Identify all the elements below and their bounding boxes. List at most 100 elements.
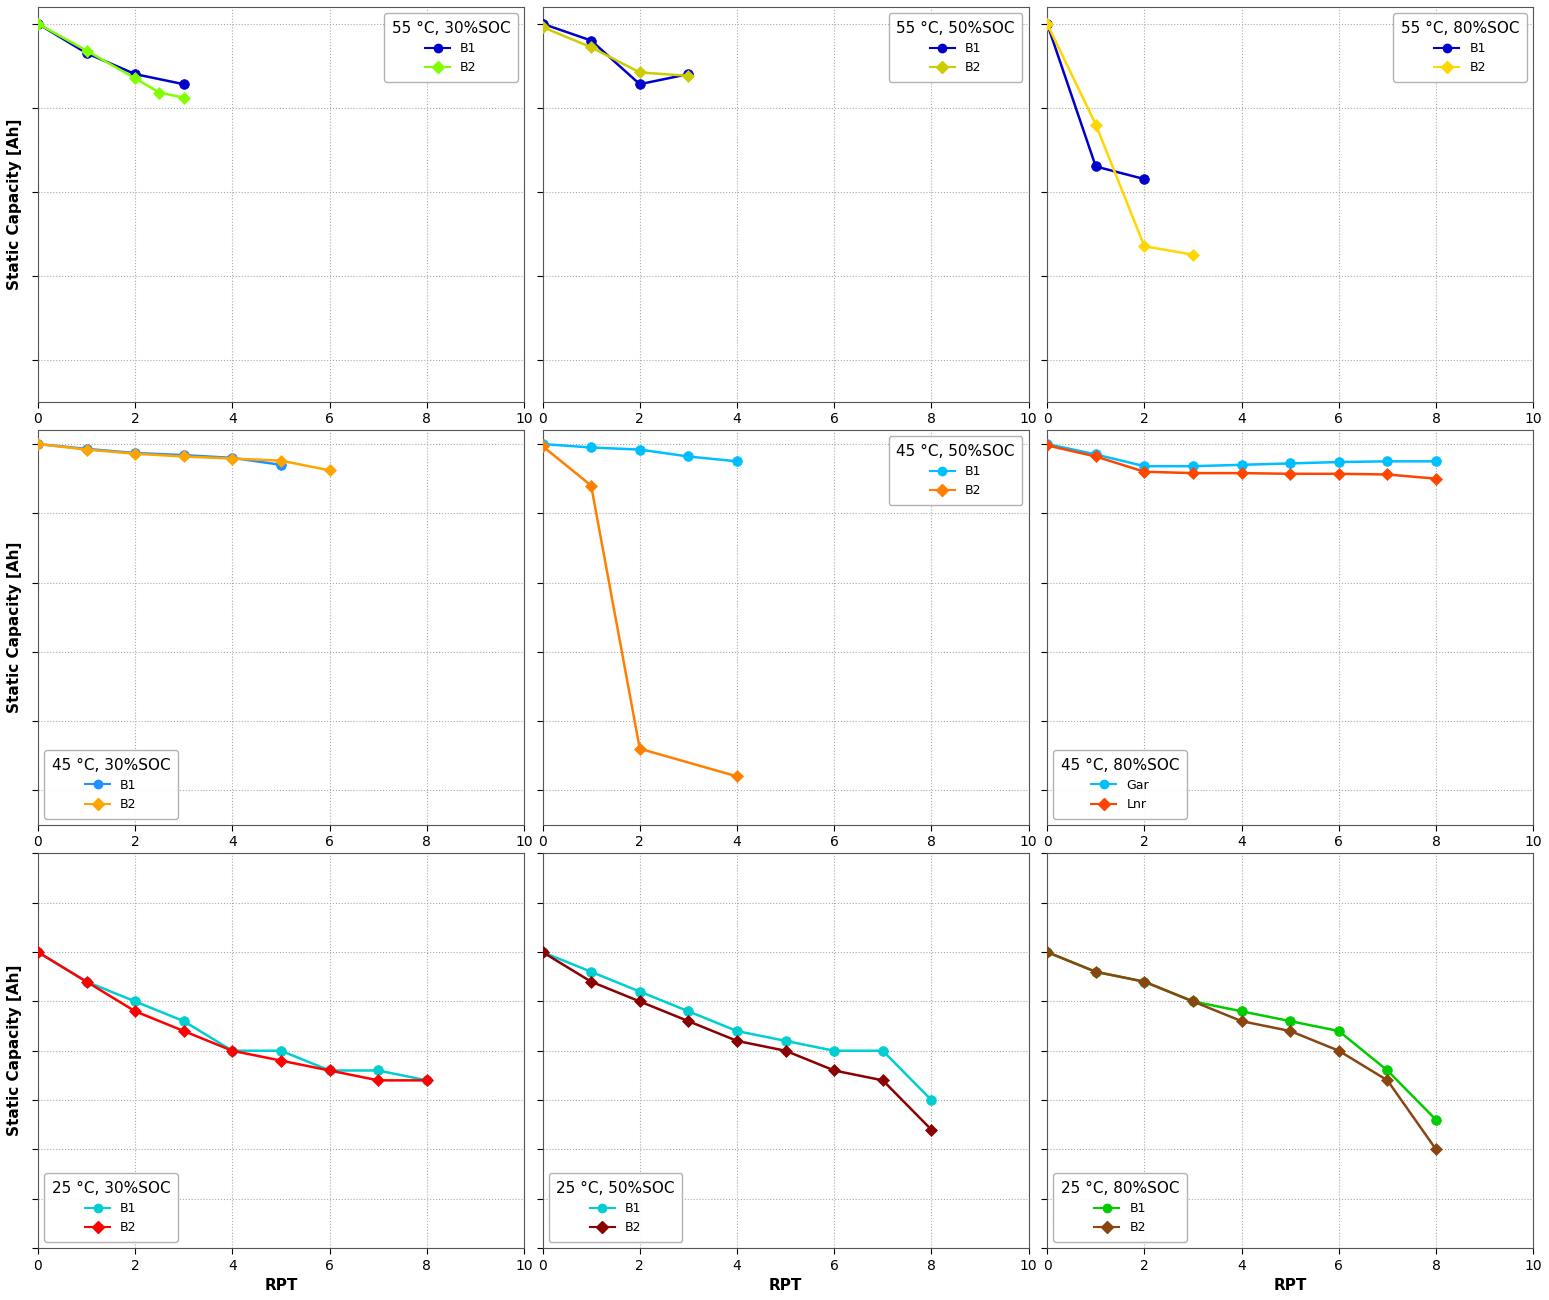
Lnr (1038, 438, 1056, 454)
B2 (826, 1062, 844, 1078)
Line: B2: B2 (34, 948, 431, 1084)
B2 (1427, 1141, 1445, 1157)
Line: B1: B1 (33, 948, 432, 1086)
B1 (678, 1004, 697, 1019)
B1 (418, 1072, 437, 1088)
B1 (533, 944, 551, 959)
B2 (678, 1014, 697, 1030)
B1 (28, 16, 46, 31)
B2 (125, 70, 144, 86)
Lnr (1135, 464, 1154, 480)
Line: B1: B1 (1042, 20, 1149, 183)
B2 (776, 1043, 795, 1058)
Lnr (1183, 465, 1202, 481)
B1 (271, 1043, 290, 1058)
B2 (28, 944, 46, 959)
B1 (175, 447, 194, 463)
B1 (1038, 944, 1056, 959)
Gar (1379, 454, 1397, 469)
B2 (1038, 16, 1056, 31)
Legend: B1, B2: B1, B2 (548, 1174, 682, 1242)
B1 (175, 1014, 194, 1030)
B2 (533, 438, 551, 454)
B2 (678, 68, 697, 83)
Gar (1183, 459, 1202, 474)
Line: B2: B2 (539, 23, 692, 81)
Legend: B1, B2: B1, B2 (45, 750, 178, 819)
B1 (77, 441, 96, 456)
B1 (728, 454, 747, 469)
B2 (125, 446, 144, 462)
B1 (1135, 172, 1154, 187)
B2 (175, 90, 194, 105)
B2 (582, 974, 601, 989)
Legend: B1, B2: B1, B2 (889, 437, 1022, 504)
B1 (582, 965, 601, 980)
Lnr (1379, 467, 1397, 482)
B1 (1281, 1014, 1300, 1030)
Y-axis label: Static Capacity [Ah]: Static Capacity [Ah] (6, 542, 22, 714)
B2 (1183, 247, 1202, 263)
B2 (582, 39, 601, 55)
Line: Gar: Gar (1042, 439, 1441, 471)
Gar (1038, 437, 1056, 452)
B2 (1135, 238, 1154, 254)
B1 (1086, 965, 1104, 980)
Line: B1: B1 (538, 948, 936, 1105)
B1 (1233, 1004, 1252, 1019)
B1 (826, 1043, 844, 1058)
Line: B2: B2 (539, 442, 740, 780)
B1 (1427, 1112, 1445, 1127)
B2 (77, 974, 96, 989)
B2 (77, 43, 96, 58)
B1 (1086, 159, 1104, 174)
B2 (874, 1072, 892, 1088)
B1 (271, 458, 290, 473)
B2 (582, 478, 601, 494)
B1 (533, 437, 551, 452)
Legend: B1, B2: B1, B2 (1394, 13, 1527, 82)
B1 (533, 16, 551, 31)
B2 (28, 16, 46, 31)
Lnr (1233, 465, 1252, 481)
B2 (533, 20, 551, 35)
Line: B1: B1 (33, 20, 189, 90)
Line: B2: B2 (1042, 20, 1197, 259)
B2 (150, 84, 169, 100)
Legend: B1, B2: B1, B2 (384, 13, 517, 82)
Line: B1: B1 (538, 20, 694, 90)
Gar (1281, 455, 1300, 471)
B2 (533, 944, 551, 959)
B2 (1086, 965, 1104, 980)
Line: B2: B2 (34, 439, 333, 474)
B2 (1233, 1014, 1252, 1030)
Lnr (1281, 465, 1300, 481)
Line: B2: B2 (539, 948, 936, 1134)
B2 (1281, 1023, 1300, 1039)
B2 (728, 1034, 747, 1049)
B1 (582, 439, 601, 455)
B1 (1135, 974, 1154, 989)
B1 (321, 1062, 339, 1078)
Lnr (1329, 465, 1348, 481)
Y-axis label: Static Capacity [Ah]: Static Capacity [Ah] (6, 118, 22, 290)
B2 (1086, 117, 1104, 133)
B1 (1379, 1062, 1397, 1078)
B2 (1329, 1043, 1348, 1058)
Line: B2: B2 (1042, 948, 1441, 1153)
B1 (125, 445, 144, 460)
B1 (77, 46, 96, 61)
B2 (271, 1053, 290, 1069)
Y-axis label: Static Capacity [Ah]: Static Capacity [Ah] (6, 965, 22, 1136)
B1 (223, 450, 242, 465)
Gar (1329, 454, 1348, 469)
B1 (922, 1092, 940, 1108)
B2 (175, 1023, 194, 1039)
B2 (321, 1062, 339, 1078)
X-axis label: RPT: RPT (1273, 1278, 1307, 1294)
B1 (1183, 993, 1202, 1009)
B2 (77, 442, 96, 458)
B2 (1135, 974, 1154, 989)
B1 (1329, 1023, 1348, 1039)
B2 (28, 437, 46, 452)
